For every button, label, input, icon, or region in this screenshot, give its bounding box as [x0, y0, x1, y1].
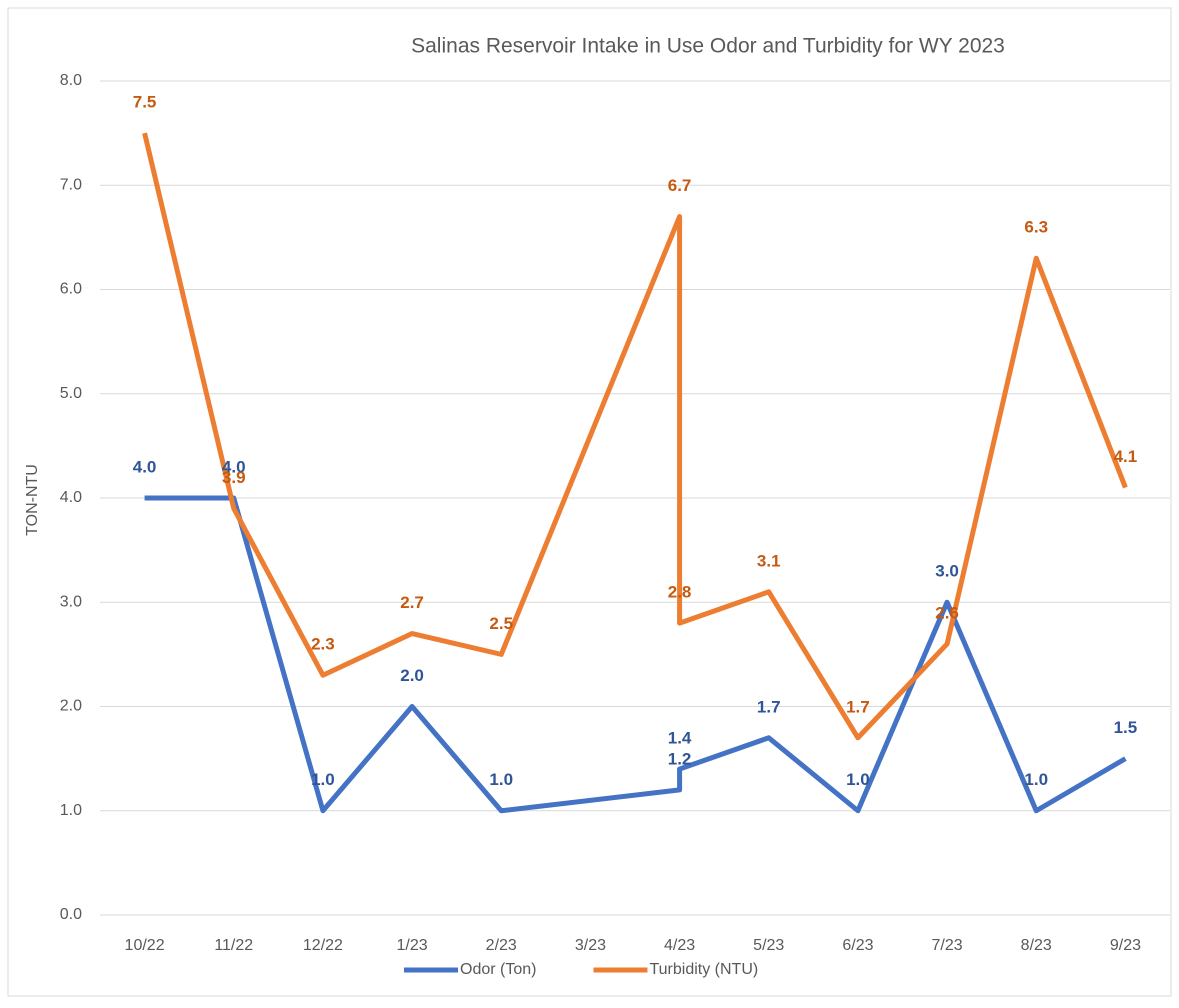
data-label: 6.7: [668, 176, 692, 195]
y-tick-label: 0.0: [60, 906, 82, 923]
data-label: 2.3: [311, 635, 335, 654]
y-tick-label: 7.0: [60, 176, 82, 193]
data-label: 6.3: [1024, 218, 1048, 237]
x-tick-label: 8/23: [1021, 937, 1052, 954]
y-axis-label: TON-NTU: [24, 464, 41, 536]
data-label: 2.6: [935, 603, 959, 622]
x-tick-label: 11/22: [214, 937, 253, 954]
data-label: 1.7: [757, 697, 781, 716]
data-label: 2.7: [400, 593, 424, 612]
x-tick-label: 12/22: [303, 937, 343, 954]
data-label: 7.5: [133, 93, 157, 112]
data-label: 4.0: [133, 457, 157, 476]
legend-label: Odor (Ton): [460, 961, 536, 978]
y-tick-label: 2.0: [60, 698, 82, 715]
chart-border: [7, 7, 1172, 997]
data-label: 1.0: [1024, 770, 1048, 789]
data-label: 1.0: [846, 770, 870, 789]
legend-label: Turbidity (NTU): [649, 961, 758, 978]
x-tick-label: 10/22: [125, 937, 165, 954]
x-tick-label: 5/23: [753, 937, 784, 954]
chart-title: Salinas Reservoir Intake in Use Odor and…: [411, 35, 1005, 58]
data-label: 2.5: [489, 614, 513, 633]
data-label: 4.1: [1114, 447, 1138, 466]
x-tick-label: 7/23: [932, 937, 963, 954]
data-label: 2.0: [400, 666, 424, 685]
data-label: 1.7: [846, 697, 870, 716]
y-tick-label: 5.0: [60, 385, 82, 402]
x-tick-label: 2/23: [486, 937, 517, 954]
data-label: 1.5: [1114, 718, 1138, 737]
data-label: 3.1: [757, 551, 781, 570]
data-label: 1.0: [311, 770, 335, 789]
data-label: 3.0: [935, 562, 959, 581]
y-tick-label: 8.0: [60, 72, 82, 89]
x-tick-label: 3/23: [575, 937, 606, 954]
y-tick-label: 1.0: [60, 802, 82, 819]
y-tick-label: 4.0: [60, 489, 82, 506]
x-tick-label: 6/23: [842, 937, 873, 954]
x-tick-label: 4/23: [664, 937, 695, 954]
data-label: 1.4: [668, 729, 692, 748]
y-tick-label: 3.0: [60, 593, 82, 610]
data-label: 1.2: [668, 749, 692, 768]
data-label: 1.0: [489, 770, 513, 789]
y-tick-label: 6.0: [60, 281, 82, 298]
series-line: [142, 132, 1128, 741]
x-tick-label: 1/23: [397, 937, 428, 954]
x-tick-label: 9/23: [1110, 937, 1141, 954]
data-label: 2.8: [668, 583, 692, 602]
series-line: [144, 495, 1127, 814]
data-label: 4.0: [222, 457, 246, 476]
data-label: 3.9: [222, 468, 246, 487]
